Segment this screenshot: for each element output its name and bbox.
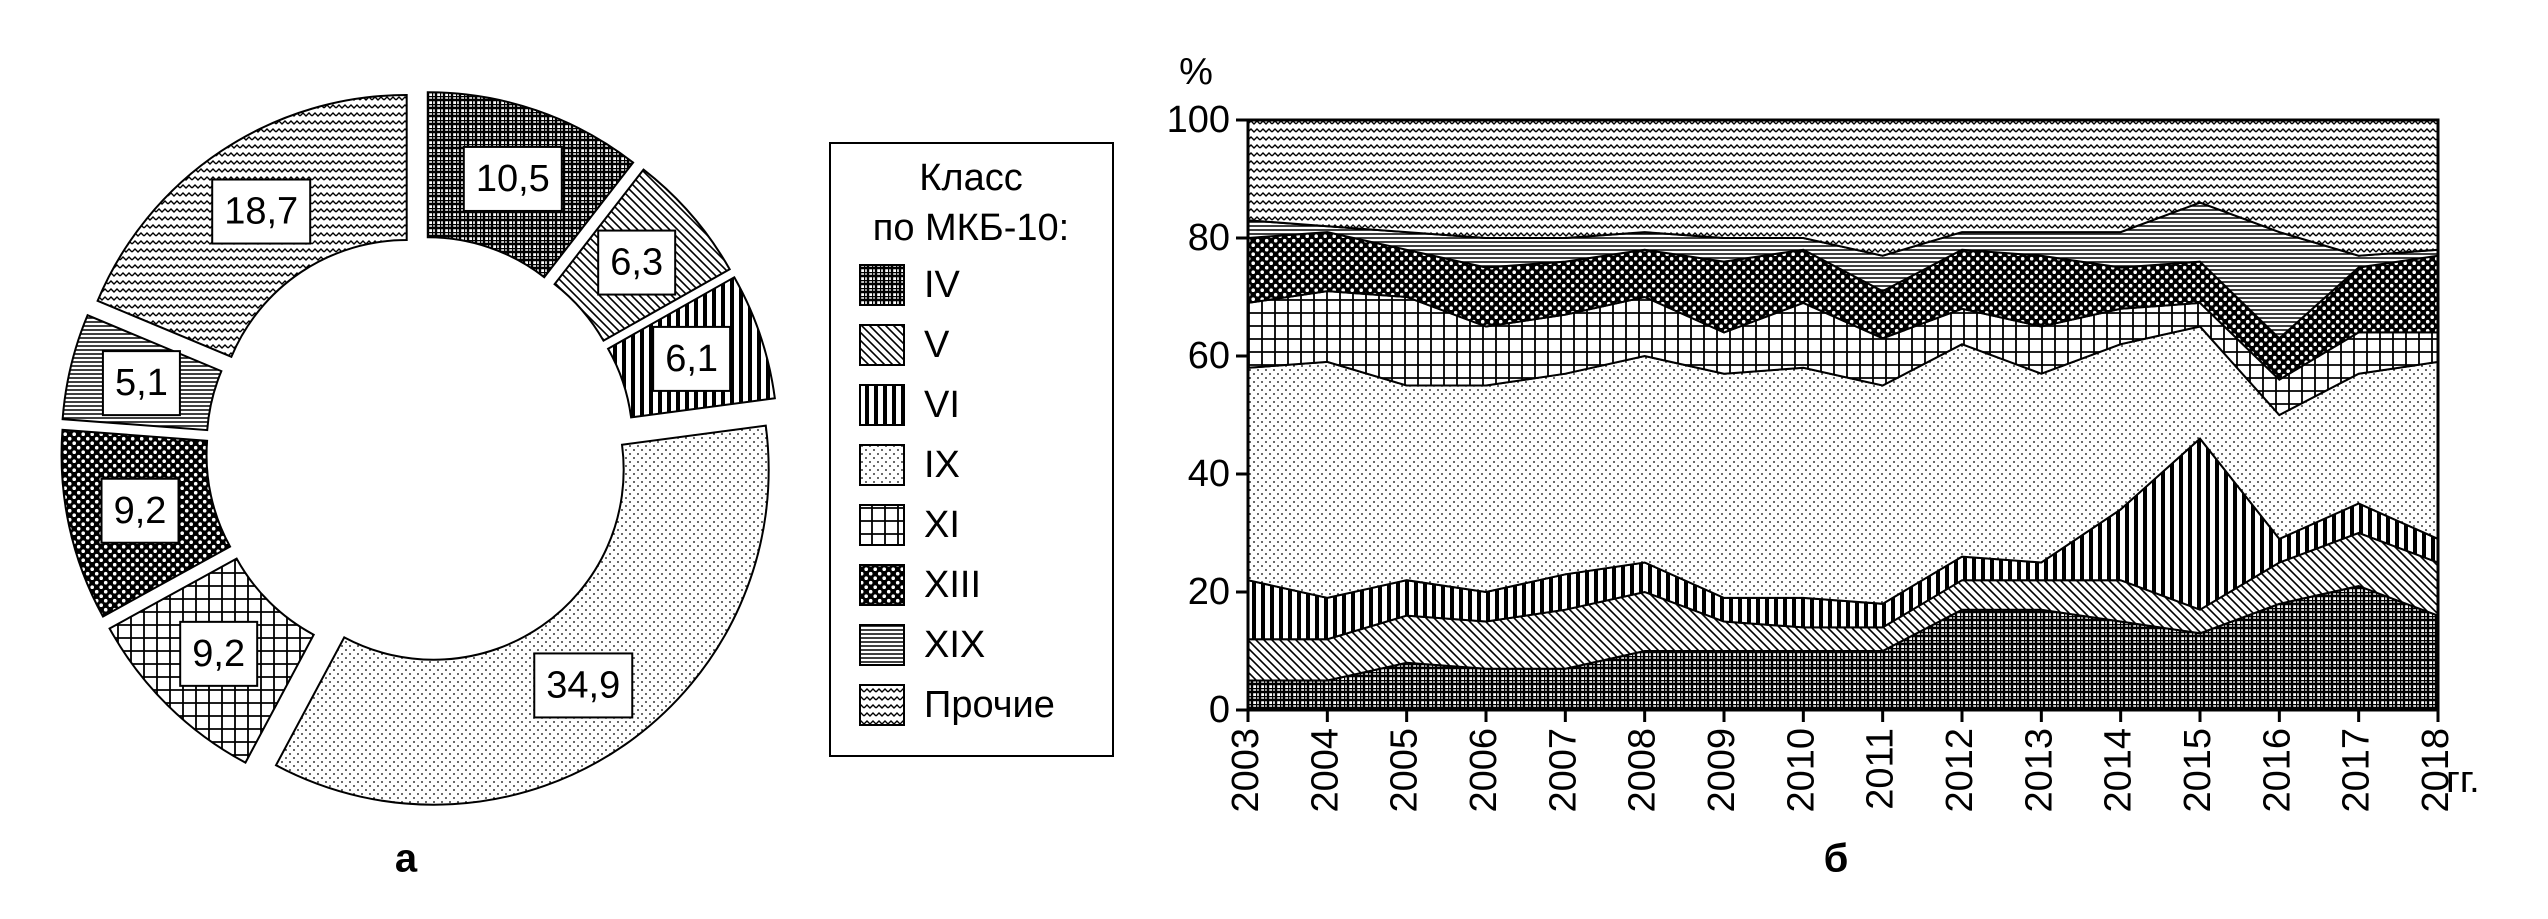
legend-label: XIX xyxy=(924,624,985,666)
y-tick-label: 40 xyxy=(1188,453,1230,495)
x-tick-label: 2017 xyxy=(2336,728,2378,813)
pie-segment xyxy=(274,424,770,806)
y-tick-label: 100 xyxy=(1167,99,1230,141)
value-label-box xyxy=(462,145,563,212)
legend-swatch xyxy=(859,684,905,726)
x-tick-label: 2005 xyxy=(1384,728,1426,813)
legend-label: XIII xyxy=(924,564,981,606)
value-label-box xyxy=(101,350,181,417)
legend-label: Прочие xyxy=(924,684,1055,726)
x-tick-label: 2014 xyxy=(2098,728,2140,813)
x-tick-label: 2011 xyxy=(1860,728,1902,810)
x-tick-label: 2016 xyxy=(2256,728,2298,813)
x-tick-label: 2007 xyxy=(1542,728,1584,813)
x-axis-label: гг. xyxy=(2446,759,2480,801)
legend-label: XI xyxy=(924,504,960,546)
legend-label: IV xyxy=(924,264,961,306)
legend-swatch xyxy=(859,264,905,306)
legend-swatch xyxy=(859,324,905,366)
value-label: 10,5 xyxy=(476,158,550,200)
y-axis-label: % xyxy=(1179,51,1213,93)
y-tick-label: 20 xyxy=(1188,571,1230,613)
plot-frame xyxy=(1246,118,2440,712)
legend-swatch xyxy=(859,564,905,606)
value-label-box xyxy=(100,477,180,544)
legend-label: V xyxy=(924,324,950,366)
value-label: 18,7 xyxy=(224,191,298,233)
x-tick-label: 2004 xyxy=(1304,728,1346,813)
caption: а xyxy=(395,837,418,881)
x-tick-label: 2012 xyxy=(1939,728,1981,813)
value-label: 6,1 xyxy=(665,338,718,380)
value-label-box xyxy=(211,178,312,245)
value-label: 34,9 xyxy=(546,664,620,706)
x-tick-label: 2013 xyxy=(2018,728,2060,813)
x-tick-label: 2003 xyxy=(1225,728,1267,813)
legend-label: VI xyxy=(924,384,960,426)
value-label: 9,2 xyxy=(114,490,167,532)
value-label-box xyxy=(597,229,677,296)
y-tick-label: 80 xyxy=(1188,217,1230,259)
value-label: 6,3 xyxy=(610,242,663,284)
value-label-box xyxy=(179,620,259,687)
value-label-box xyxy=(652,325,732,392)
legend-label: IX xyxy=(924,444,960,486)
x-tick-label: 2015 xyxy=(2177,728,2219,813)
y-tick-label: 60 xyxy=(1188,335,1230,377)
legend-title: Класс xyxy=(919,157,1022,199)
x-tick-label: 2008 xyxy=(1622,728,1664,813)
x-tick-label: 2018 xyxy=(2415,728,2457,813)
legend-swatch xyxy=(859,444,905,486)
caption: б xyxy=(1824,837,1849,881)
legend-title: по МКБ-10: xyxy=(873,207,1069,249)
value-label: 9,2 xyxy=(192,633,245,675)
x-tick-label: 2006 xyxy=(1463,728,1505,813)
x-tick-label: 2009 xyxy=(1701,728,1743,813)
legend-swatch xyxy=(859,384,905,426)
y-tick-label: 0 xyxy=(1209,689,1230,731)
x-tick-label: 2010 xyxy=(1780,728,1822,813)
value-label-box xyxy=(533,652,634,719)
value-label: 5,1 xyxy=(115,362,168,404)
legend-swatch xyxy=(859,504,905,546)
legend-swatch xyxy=(859,624,905,666)
